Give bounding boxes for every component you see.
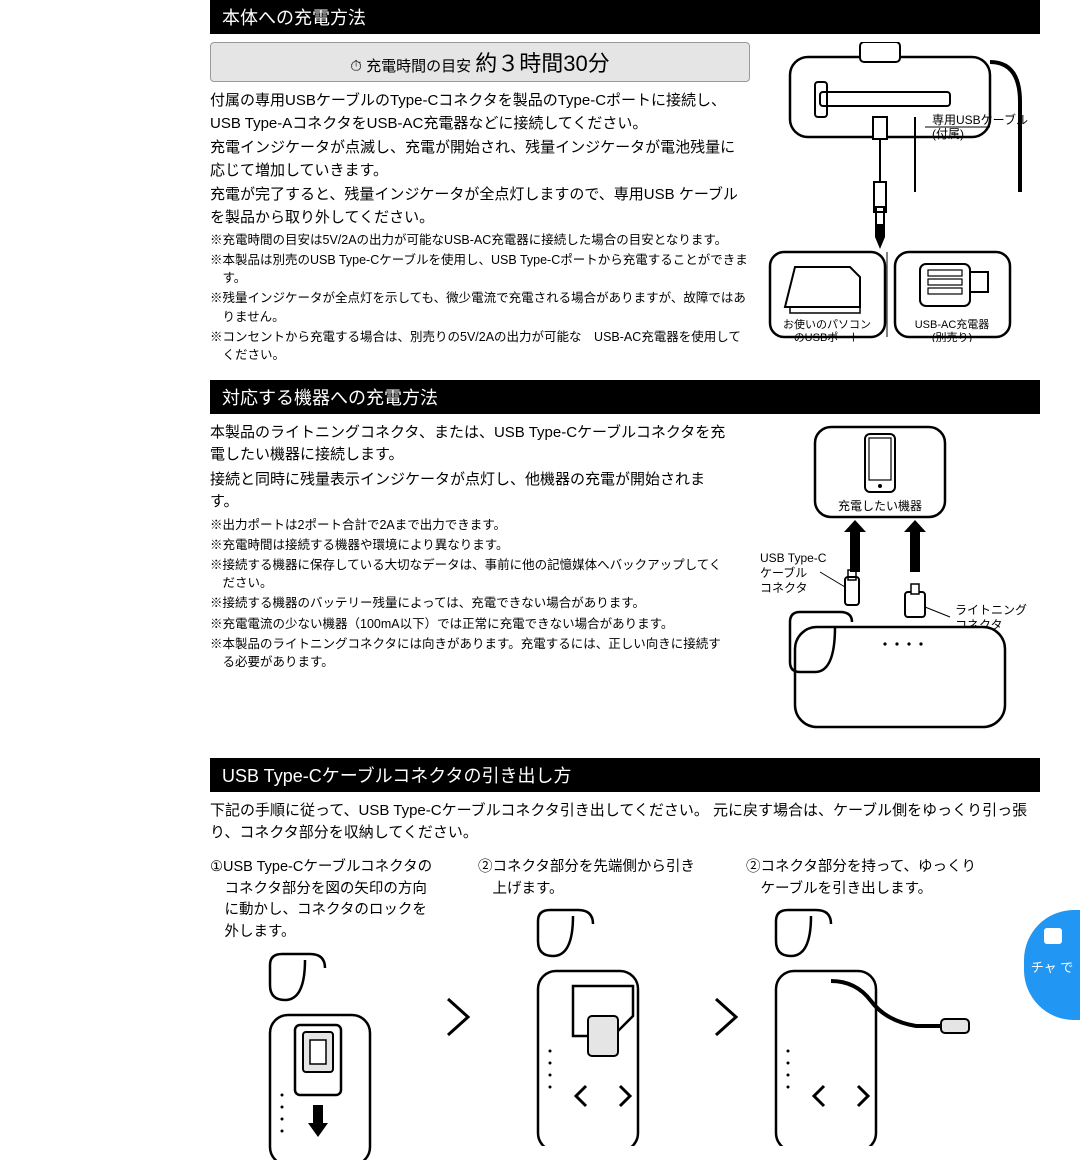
sec1-n4: ※コンセントから充電する場合は、別売りの5V/2Aの出力が可能な USB-AC充… (210, 328, 750, 364)
step2-text: ②コネクタ部分を先端側から引き上げます。 (478, 857, 708, 901)
svg-text:USB Type-C: USB Type-C (760, 551, 827, 565)
svg-text:お使いのパソコン: お使いのパソコン (783, 318, 871, 331)
sec1-n3: ※残量インジケータが全点灯を示しても、微少電流で充電される場合がありますが、故障… (210, 289, 750, 325)
svg-text:(付属): (付属) (932, 127, 964, 141)
sec1-n2: ※本製品は別売のUSB Type-Cケーブルを使用し、USB Type-Cポート… (210, 251, 750, 287)
step-arrow-icon (446, 997, 472, 1037)
time-prefix: ⏱ 充電時間の目安 (350, 58, 471, 75)
svg-text:USB-AC充電器: USB-AC充電器 (915, 317, 990, 331)
step-arrow-icon (714, 997, 740, 1037)
svg-text:のUSBポート: のUSBポート (794, 331, 861, 342)
step2-diagram (478, 906, 678, 1146)
sec2-p2: 接続と同時に残量表示インジケータが点灯し、他機器の充電が開始されます。 (210, 469, 730, 514)
step3-diagram (746, 906, 976, 1146)
sec2-n6: ※本製品のライトニングコネクタには向きがあります。充電するには、正しい向きに接続… (210, 635, 730, 671)
sec2-n3: ※接続する機器に保存している大切なデータは、事前に他の記憶媒体へバックアップして… (210, 556, 730, 592)
sec1-n1: ※充電時間の目安は5V/2Aの出力が可能なUSB-AC充電器に接続した場合の目安… (210, 231, 750, 249)
sec3-intro: 下記の手順に従って、USB Type-Cケーブルコネクタ引き出してください。 元… (210, 800, 1040, 845)
svg-text:充電したい機器: 充電したい機器 (838, 498, 922, 513)
section1-heading: 本体への充電方法 (210, 0, 1040, 34)
sec2-n4: ※接続する機器のバッテリー残量によっては、充電できない場合があります。 (210, 594, 730, 612)
sec2-n2: ※充電時間は接続する機器や環境により異なります。 (210, 536, 730, 554)
step1-diagram (210, 950, 410, 1160)
section3-heading: USB Type-Cケーブルコネクタの引き出し方 (210, 758, 1040, 792)
sec2-diagram: 充電したい機器 USB Type-C ケーブル コネクタ ライトニング コネクタ (740, 422, 1040, 742)
time-value: 約３時間30分 (475, 51, 609, 76)
sec1-p2: 充電インジケータが点滅し、充電が開始され、残量インジケータが電池残量に応じて増加… (210, 137, 750, 182)
sec2-n1: ※出力ポートは2ポート合計で2Aまで出力できます。 (210, 516, 730, 534)
sec1-p1: 付属の専用USBケーブルのType-Cコネクタを製品のType-Cポートに接続し… (210, 90, 750, 135)
charging-time-box: ⏱ 充電時間の目安 約３時間30分 (210, 42, 750, 82)
cable-label: 専用USBケーブル (932, 112, 1028, 127)
svg-text:ライトニング: ライトニング (955, 603, 1027, 617)
step1-text: ①USB Type-Cケーブルコネクタのコネクタ部分を図の矢印の方向に動かし、コ… (210, 857, 440, 944)
sec2-p1: 本製品のライトニングコネクタ、または、USB Type-Cケーブルコネクタを充電… (210, 422, 730, 467)
sec2-n5: ※充電電流の少ない機器（100mA以下）では正常に充電できない場合があります。 (210, 615, 730, 633)
sec1-p3: 充電が完了すると、残量インジケータが全点灯しますので、専用USB ケーブルを製品… (210, 184, 750, 229)
sec1-diagram: 専用USBケーブル (付属) お使いのパソコン のUSBポート USB-AC充電… (760, 42, 1040, 364)
step3-text: ②コネクタ部分を持って、ゆっくりケーブルを引き出します。 (746, 857, 976, 901)
section2-heading: 対応する機器への充電方法 (210, 380, 1040, 414)
svg-text:(別売り): (別売り) (932, 331, 972, 342)
svg-text:ケーブル: ケーブル (760, 565, 807, 580)
svg-text:コネクタ: コネクタ (760, 581, 808, 595)
